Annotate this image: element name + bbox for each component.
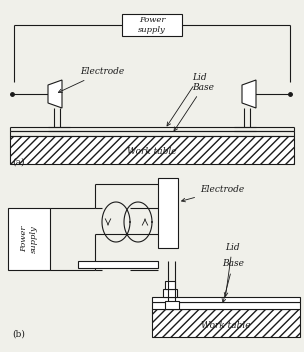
Text: (b): (b): [12, 329, 25, 339]
Text: (a): (a): [12, 157, 25, 166]
Text: Base: Base: [174, 82, 214, 131]
Bar: [152, 302, 300, 309]
Bar: [152, 309, 300, 337]
Text: Power
supply: Power supply: [20, 225, 38, 253]
Bar: [165, 301, 179, 309]
Text: Lid: Lid: [167, 73, 207, 126]
Bar: [163, 289, 177, 297]
Bar: [122, 14, 182, 36]
Text: Work table: Work table: [127, 146, 177, 156]
Bar: [10, 136, 294, 164]
Text: Electrode: Electrode: [181, 186, 244, 202]
Text: Lid: Lid: [224, 243, 240, 296]
Bar: [158, 178, 178, 248]
Text: Electrode: Electrode: [58, 68, 124, 93]
Bar: [152, 297, 300, 302]
Text: Power
supply: Power supply: [138, 17, 166, 33]
Polygon shape: [242, 80, 256, 108]
Text: Base: Base: [222, 259, 244, 302]
Bar: [8, 208, 50, 270]
Bar: [165, 281, 175, 289]
Text: Work table: Work table: [201, 321, 251, 329]
Bar: [78, 260, 158, 268]
Polygon shape: [48, 80, 62, 108]
